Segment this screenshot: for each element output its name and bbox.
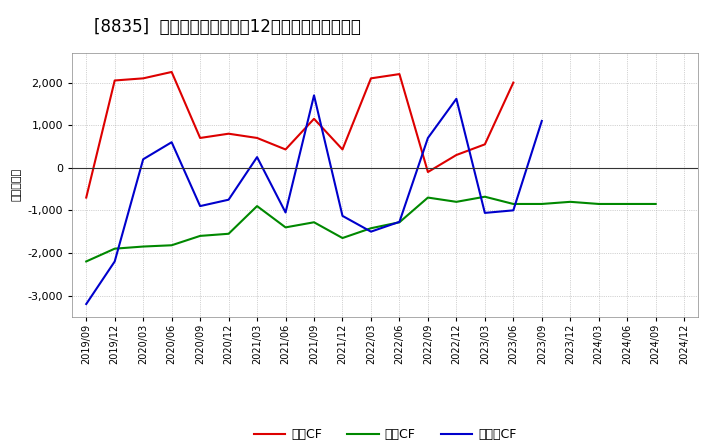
営業CF: [82, 195, 91, 200]
投資CF: [652, 202, 660, 207]
投資CF: [395, 220, 404, 225]
フリーCF: [452, 96, 461, 102]
営業CF: [509, 80, 518, 85]
営業CF: [282, 147, 290, 152]
投資CF: [82, 259, 91, 264]
投資CF: [110, 246, 119, 251]
フリーCF: [225, 197, 233, 202]
営業CF: [480, 142, 489, 147]
投資CF: [253, 203, 261, 209]
投資CF: [566, 199, 575, 205]
営業CF: [196, 136, 204, 141]
営業CF: [395, 71, 404, 77]
営業CF: [423, 169, 432, 175]
フリーCF: [253, 154, 261, 160]
投資CF: [282, 225, 290, 230]
フリーCF: [423, 136, 432, 141]
投資CF: [366, 226, 375, 231]
フリーCF: [167, 139, 176, 145]
フリーCF: [509, 208, 518, 213]
Text: [8835]  キャッシュフローの12か月移動合計の推移: [8835] キャッシュフローの12か月移動合計の推移: [94, 18, 361, 36]
営業CF: [110, 78, 119, 83]
投資CF: [623, 202, 631, 207]
フリーCF: [110, 259, 119, 264]
営業CF: [139, 76, 148, 81]
フリーCF: [310, 93, 318, 98]
Line: 営業CF: 営業CF: [86, 72, 513, 198]
投資CF: [139, 244, 148, 249]
Y-axis label: （百万円）: （百万円）: [12, 168, 22, 202]
投資CF: [452, 199, 461, 205]
営業CF: [366, 76, 375, 81]
フリーCF: [537, 118, 546, 124]
投資CF: [423, 195, 432, 200]
フリーCF: [82, 301, 91, 307]
フリーCF: [480, 210, 489, 216]
フリーCF: [139, 157, 148, 162]
フリーCF: [366, 229, 375, 234]
営業CF: [225, 131, 233, 136]
投資CF: [595, 202, 603, 207]
営業CF: [338, 147, 347, 152]
Legend: 営業CF, 投資CF, フリーCF: 営業CF, 投資CF, フリーCF: [249, 423, 521, 440]
Line: 投資CF: 投資CF: [86, 197, 656, 261]
フリーCF: [395, 219, 404, 224]
投資CF: [310, 220, 318, 225]
投資CF: [480, 194, 489, 199]
投資CF: [537, 202, 546, 207]
投資CF: [196, 233, 204, 238]
フリーCF: [338, 213, 347, 219]
営業CF: [167, 70, 176, 75]
投資CF: [167, 242, 176, 248]
営業CF: [452, 152, 461, 158]
営業CF: [253, 136, 261, 141]
投資CF: [338, 235, 347, 241]
営業CF: [310, 116, 318, 121]
投資CF: [225, 231, 233, 236]
フリーCF: [196, 203, 204, 209]
投資CF: [509, 202, 518, 207]
Line: フリーCF: フリーCF: [86, 95, 541, 304]
フリーCF: [282, 210, 290, 215]
